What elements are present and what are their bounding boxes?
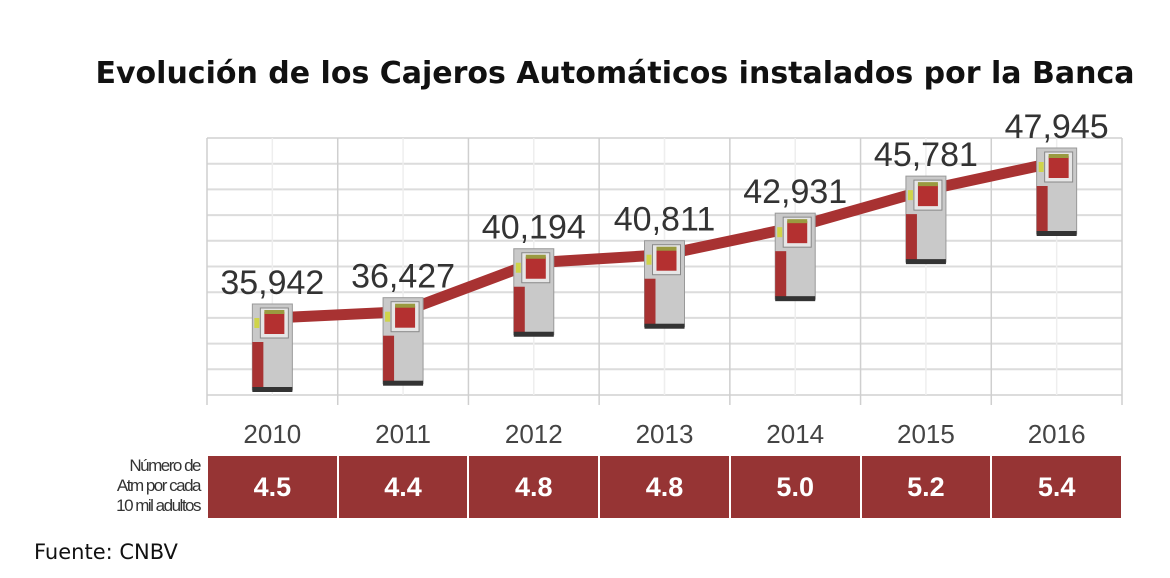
x-tick-label: 2014 bbox=[766, 419, 824, 449]
table-cell: 4.8 bbox=[469, 456, 599, 518]
atm-keypad bbox=[385, 311, 391, 322]
table-cell: 4.8 bbox=[600, 456, 729, 518]
data-label: 40,194 bbox=[482, 209, 586, 247]
atm-stripe bbox=[383, 335, 395, 382]
atm-icon bbox=[644, 240, 685, 329]
atm-screen bbox=[264, 312, 285, 334]
atm-screen-top bbox=[264, 310, 285, 314]
atm-stripe bbox=[905, 214, 917, 261]
atm-keypad bbox=[646, 254, 652, 265]
atm-screen bbox=[525, 256, 546, 279]
atm-stripe bbox=[252, 342, 264, 388]
atm-screen-top bbox=[1048, 154, 1069, 158]
table-cell: 5.0 bbox=[730, 456, 860, 518]
atm-screen-top bbox=[787, 219, 808, 224]
data-label: 47,945 bbox=[1005, 108, 1109, 146]
atm-keypad bbox=[254, 318, 260, 328]
atm-base bbox=[513, 331, 554, 337]
atm-screen-top bbox=[917, 182, 938, 187]
row-label-line: 10 mil adultos bbox=[116, 496, 201, 515]
atm-icon bbox=[251, 303, 293, 392]
atm-icon bbox=[905, 175, 947, 265]
atm-base bbox=[644, 323, 685, 329]
table-cell: 4.4 bbox=[338, 456, 468, 518]
table-cell: 4.5 bbox=[208, 456, 337, 518]
atm-screen bbox=[656, 248, 677, 271]
x-tick-label: 2012 bbox=[505, 419, 563, 449]
data-label: 40,811 bbox=[614, 201, 715, 239]
data-label: 35,942 bbox=[220, 264, 324, 302]
table-cell: 5.2 bbox=[861, 456, 991, 518]
table-cell: 5.4 bbox=[992, 456, 1121, 518]
atm-keypad bbox=[907, 190, 913, 201]
x-tick-label: 2016 bbox=[1028, 419, 1086, 449]
data-label: 42,931 bbox=[743, 173, 847, 211]
data-label: 36,427 bbox=[351, 258, 455, 296]
chart-title: Evolución de los Cajeros Automáticos ins… bbox=[95, 56, 1135, 91]
row-label-line: Número de bbox=[129, 456, 201, 475]
atm-stripe bbox=[1036, 186, 1048, 232]
atm-base bbox=[252, 387, 293, 392]
atm-base bbox=[905, 259, 946, 265]
atm-keypad bbox=[777, 227, 783, 238]
atm-stripe bbox=[775, 251, 787, 298]
atm-keypad bbox=[1038, 162, 1044, 172]
atm-base bbox=[1036, 231, 1077, 236]
atm-stripe bbox=[644, 278, 656, 325]
atm-icon bbox=[382, 297, 424, 386]
x-tick-label: 2013 bbox=[636, 419, 694, 449]
atm-screen-top bbox=[395, 303, 416, 308]
atm-icon bbox=[774, 212, 816, 302]
x-tick-label: 2011 bbox=[375, 419, 431, 449]
source-note: Fuente: CNBV bbox=[34, 540, 178, 564]
atm-base bbox=[775, 296, 816, 302]
atm-keypad bbox=[515, 262, 521, 273]
x-tick-label: 2015 bbox=[897, 419, 955, 449]
row-label-line: Atm por cada bbox=[116, 476, 202, 495]
atm-screen-top bbox=[525, 254, 546, 259]
atm-screen bbox=[1048, 156, 1069, 178]
x-tick-label: 2010 bbox=[243, 419, 301, 449]
table-row-label: Número de Atm por cada 10 mil adultos bbox=[0, 456, 202, 516]
atm-screen bbox=[787, 221, 808, 244]
atm-icon bbox=[1036, 147, 1078, 236]
atm-stripe bbox=[513, 286, 525, 333]
data-label: 45,781 bbox=[874, 136, 978, 174]
atm-icon bbox=[513, 248, 555, 337]
atm-screen-top bbox=[656, 246, 677, 251]
atm-base bbox=[383, 380, 424, 386]
atm-screen bbox=[917, 184, 938, 207]
atm-screen bbox=[395, 305, 416, 328]
